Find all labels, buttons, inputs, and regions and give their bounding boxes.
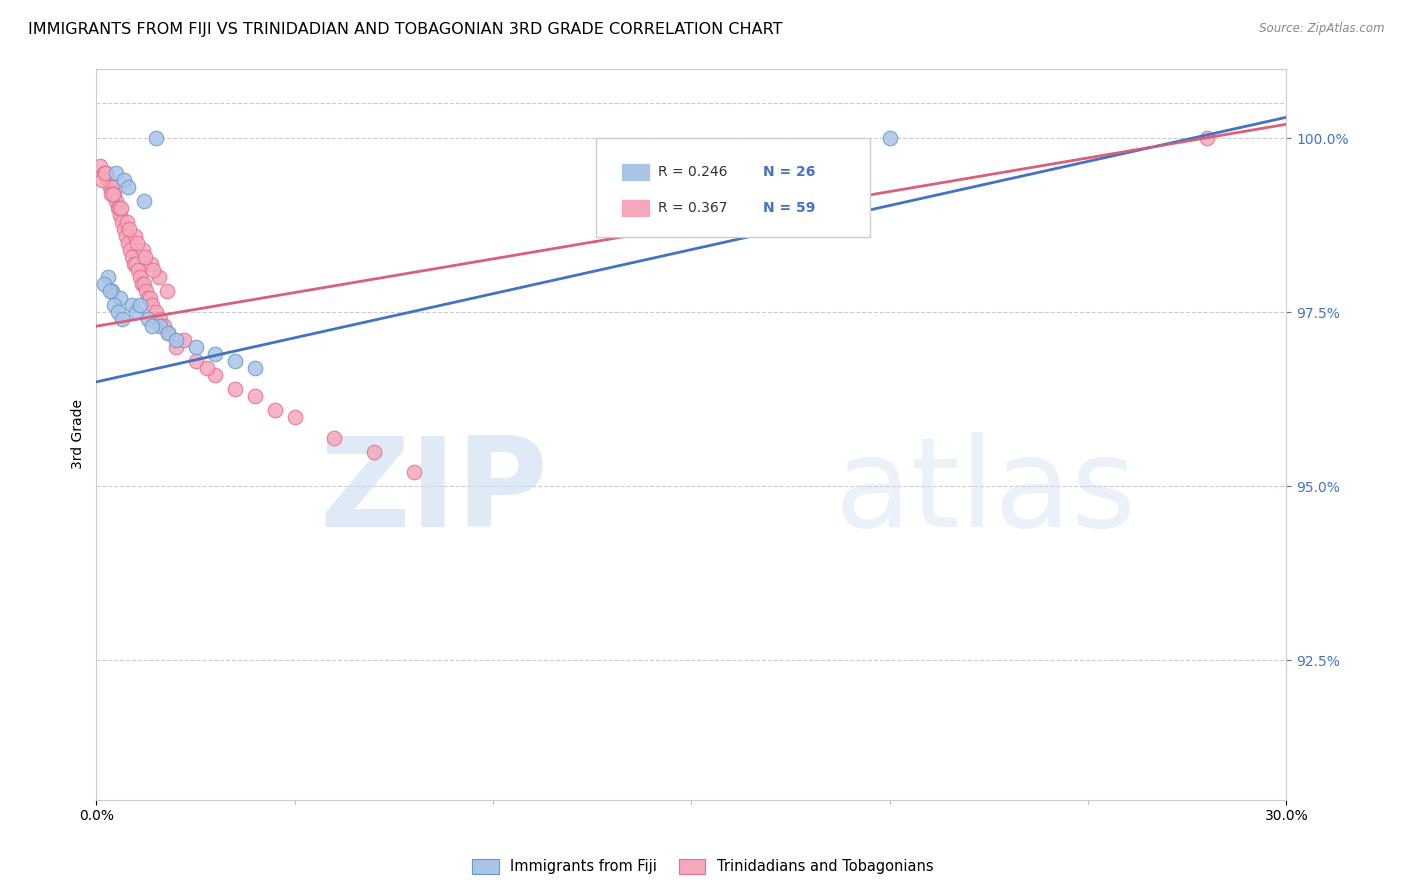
Point [204,347,226,361]
Point [121,298,143,312]
Text: R = 0.246: R = 0.246 [658,165,727,179]
Point [98,180,121,194]
Point [105,194,128,208]
Text: R = 0.367: R = 0.367 [658,202,727,215]
Point [120,243,142,257]
Point [165,333,187,347]
Point [117,180,139,194]
Point [103,186,125,201]
Point [149,319,172,334]
Point [145,131,167,145]
Point [141,298,163,312]
Point [148,270,170,285]
Bar [623,201,648,217]
Point [105,166,128,180]
Point [402,466,425,480]
Point [96,166,118,180]
Text: N = 26: N = 26 [763,165,815,179]
Point [110,201,132,215]
Text: N = 59: N = 59 [763,202,815,215]
Point [129,298,152,312]
Point [136,291,159,305]
Point [108,208,131,222]
Point [100,186,122,201]
Point [93,166,115,180]
Point [184,340,207,354]
Point [145,305,167,319]
Point [101,180,124,194]
Point [165,340,187,354]
Point [129,270,152,285]
Point [111,312,134,326]
Point [132,243,155,257]
Point [139,256,162,270]
Point [97,173,120,187]
Bar [623,164,648,180]
Text: atlas: atlas [834,432,1136,553]
Text: ZIP: ZIP [319,432,548,553]
Point [125,235,148,250]
Point [224,354,246,368]
Point [97,270,120,285]
Point [879,131,901,145]
Point [101,285,124,299]
Point [132,277,155,292]
Point [243,361,266,376]
Point [94,166,117,180]
Point [152,319,174,334]
Point [197,361,219,376]
Text: Source: ZipAtlas.com: Source: ZipAtlas.com [1260,22,1385,36]
Point [141,319,163,334]
Point [124,228,146,243]
Point [156,285,179,299]
Point [107,305,129,319]
Point [323,431,346,445]
Point [224,382,246,396]
Point [108,291,131,305]
Text: IMMIGRANTS FROM FIJI VS TRINIDADIAN AND TOBAGONIAN 3RD GRADE CORRELATION CHART: IMMIGRANTS FROM FIJI VS TRINIDADIAN AND … [28,22,783,37]
Point [136,312,159,326]
FancyBboxPatch shape [596,138,870,236]
Point [132,194,155,208]
Point [127,263,149,277]
Point [98,285,121,299]
Point [139,291,162,305]
Point [363,444,385,458]
Point [111,215,134,229]
Point [149,312,172,326]
Point [243,389,266,403]
Y-axis label: 3rd Grade: 3rd Grade [72,399,86,469]
Point [103,298,125,312]
Point [156,326,179,340]
Point [263,402,285,417]
Point [117,235,139,250]
Point [118,221,141,235]
Point [204,368,226,382]
Point [184,354,207,368]
Point [112,173,135,187]
Point [1197,131,1219,145]
Point [134,250,156,264]
Legend: Immigrants from Fiji, Trinidadians and Tobagonians: Immigrants from Fiji, Trinidadians and T… [467,853,939,880]
Point [108,201,131,215]
Point [131,277,153,292]
Point [122,256,145,270]
Point [125,256,148,270]
Point [89,159,111,173]
Point [135,285,157,299]
Point [117,215,139,229]
Point [112,221,135,235]
Point [125,305,148,319]
Point [115,228,138,243]
Point [284,409,307,424]
Point [93,277,115,292]
Point [91,173,114,187]
Point [142,263,165,277]
Point [156,326,179,340]
Point [101,186,124,201]
Point [107,201,129,215]
Point [173,333,195,347]
Point [121,250,143,264]
